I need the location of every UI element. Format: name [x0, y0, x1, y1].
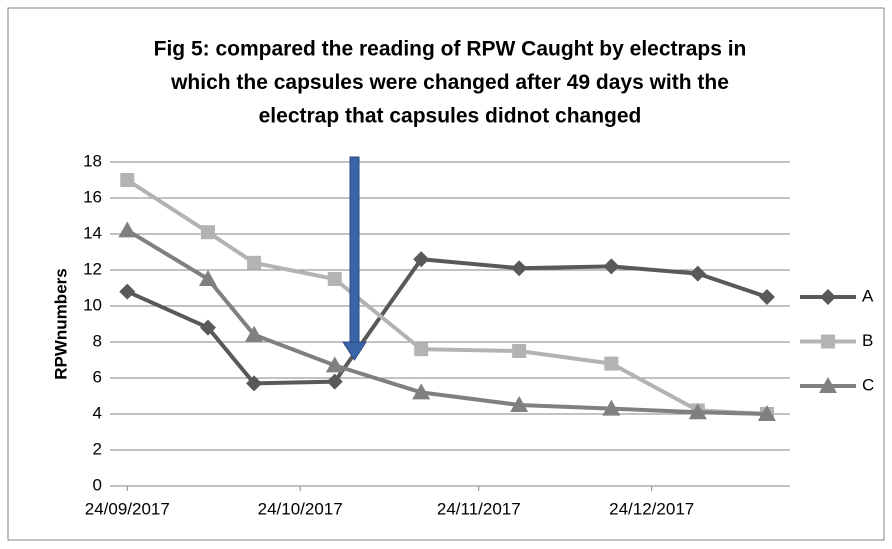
data-point	[414, 342, 429, 357]
title-line: electrap that capsules didnot changed	[259, 105, 642, 128]
data-point	[603, 258, 620, 275]
y-tick-label: 6	[93, 367, 102, 386]
data-point	[198, 270, 217, 286]
annotation-arrow	[342, 156, 367, 361]
data-point	[758, 289, 775, 305]
y-tick-label: 18	[83, 151, 102, 170]
data-point	[247, 255, 262, 270]
data-point	[200, 225, 215, 240]
y-tick-label: 14	[83, 223, 102, 242]
title-line: Fig 5: compared the reading of RPW Caugh…	[154, 38, 747, 61]
legend-label: B	[862, 331, 873, 350]
y-tick-label: 12	[83, 259, 102, 278]
data-point	[327, 272, 342, 286]
data-point	[512, 344, 527, 358]
data-point	[246, 375, 263, 392]
plot-area: 0 2 4 6 8 10 12 14 16 18 24/09/2017 24/10/2017 24/11…	[83, 151, 790, 518]
y-axis-label: RPWnumbers	[51, 268, 70, 379]
data-point	[604, 356, 619, 371]
data-point	[119, 283, 136, 300]
data-point	[689, 265, 706, 282]
legend-label: C	[862, 375, 874, 394]
y-tick-label: 2	[93, 439, 102, 458]
data-point	[118, 221, 137, 238]
y-tick-label: 8	[93, 331, 102, 350]
data-point	[413, 251, 430, 268]
data-point	[120, 173, 135, 187]
chart-border	[7, 7, 885, 541]
data-point	[199, 319, 216, 336]
chart-title: Fig 5: compared the reading of RPW Caugh…	[154, 38, 747, 128]
data-point	[688, 403, 707, 420]
y-tick-label: 16	[83, 187, 102, 206]
legend-marker	[820, 289, 836, 305]
x-tick-label: 24/09/2017	[85, 499, 170, 518]
legend-marker	[821, 334, 835, 349]
data-point	[326, 373, 343, 390]
data-point	[510, 396, 529, 412]
x-tick-label: 24/12/2017	[609, 499, 694, 518]
data-point	[325, 356, 344, 373]
data-point	[602, 399, 621, 416]
x-tick-label: 24/11/2017	[437, 499, 521, 518]
data-point	[757, 405, 776, 421]
x-tick-label: 24/10/2017	[258, 499, 343, 518]
title-line: which the capsules were changed after 49…	[170, 71, 729, 94]
y-tick-label: 10	[83, 295, 102, 314]
data-point	[511, 260, 528, 277]
legend-label: A	[862, 286, 874, 305]
legend-marker	[819, 377, 837, 393]
y-tick-label: 4	[93, 403, 102, 422]
data-point	[412, 383, 431, 400]
y-tick-label: 0	[93, 475, 102, 494]
data-point	[245, 325, 264, 342]
